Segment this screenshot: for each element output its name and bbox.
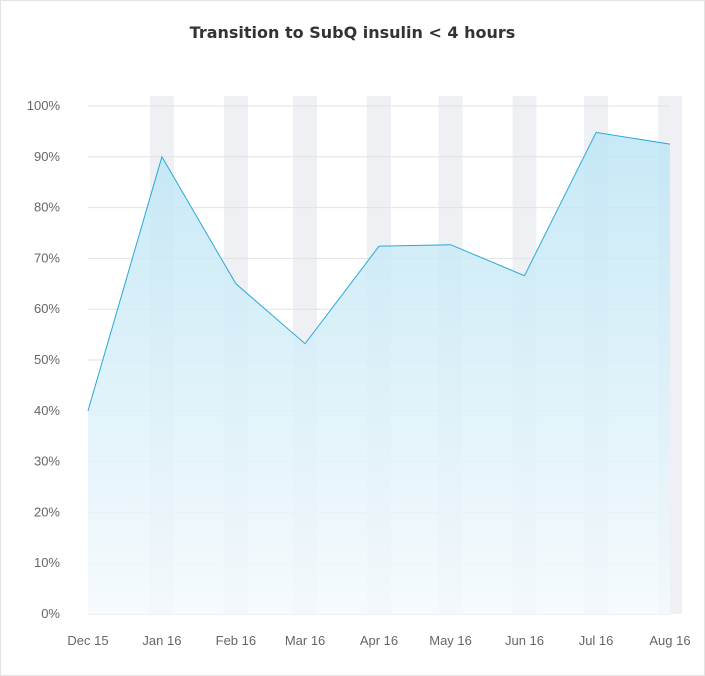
x-tick-label: Jun 16 bbox=[505, 633, 544, 648]
y-tick-label: 20% bbox=[34, 504, 60, 519]
y-tick-label: 80% bbox=[34, 200, 60, 215]
y-tick-label: 0% bbox=[41, 606, 60, 621]
x-tick-label: Jul 16 bbox=[579, 633, 614, 648]
y-tick-label: 40% bbox=[34, 403, 60, 418]
x-tick-label: Aug 16 bbox=[649, 633, 690, 648]
y-tick-label: 30% bbox=[34, 454, 60, 469]
x-tick-label: Dec 15 bbox=[67, 633, 108, 648]
series-area bbox=[88, 132, 670, 614]
x-tick-label: Jan 16 bbox=[142, 633, 181, 648]
y-tick-label: 10% bbox=[34, 555, 60, 570]
x-tick-label: Feb 16 bbox=[216, 633, 256, 648]
chart-title: Transition to SubQ insulin < 4 hours bbox=[189, 23, 516, 42]
x-tick-label: Apr 16 bbox=[360, 633, 398, 648]
y-tick-label: 50% bbox=[34, 352, 60, 367]
y-tick-label: 70% bbox=[34, 250, 60, 265]
x-tick-label: Mar 16 bbox=[285, 633, 325, 648]
x-tick-label: May 16 bbox=[429, 633, 472, 648]
y-tick-label: 90% bbox=[34, 149, 60, 164]
y-tick-label: 100% bbox=[27, 98, 61, 113]
y-tick-label: 60% bbox=[34, 301, 60, 316]
